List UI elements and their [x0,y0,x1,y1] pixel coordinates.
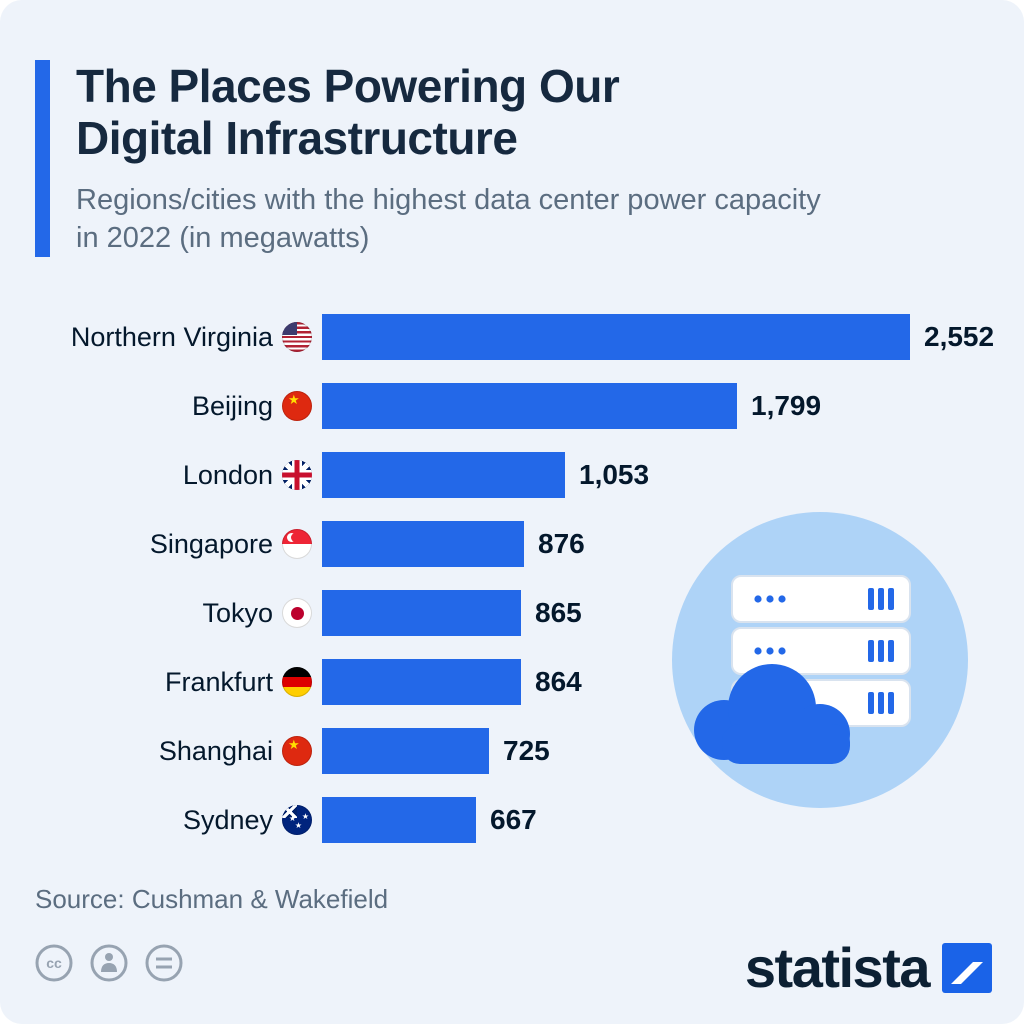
chart-row: Shanghai 725 [35,728,994,774]
value-bar [322,452,565,498]
subtitle-line-2: in 2022 (in megawatts) [76,222,370,255]
cloud-icon [694,664,850,764]
flag-cn-icon [282,736,312,766]
svg-text:cc: cc [46,955,62,971]
chart-row: Tokyo 865 [35,590,994,636]
value-label: 876 [538,528,585,559]
flag-de-icon [282,667,312,697]
data-center-illustration [672,512,968,808]
server-rack-icon [731,627,911,675]
flag-au-icon [282,805,312,835]
chart-row: Frankfurt 864 [35,659,994,705]
flag-us-icon [282,322,312,352]
value-label: 1,053 [579,459,650,490]
value-label: 667 [490,804,537,835]
bar-chart: Northern Virginia 2,552 Beijing 1,799 London… [35,314,994,866]
category-label: Tokyo [202,597,273,628]
value-label: 865 [535,597,582,628]
chart-row: London 1,053 [35,452,994,498]
title-line-1: The Places Powering Our [76,60,620,112]
chart-row: Singapore 876 [35,521,994,567]
flag-gb-icon [282,460,312,490]
value-bar [322,797,476,843]
value-label: 725 [503,735,550,766]
statista-logo: statista [745,935,992,1000]
subtitle-line-1: Regions/cities with the highest data cen… [76,183,821,216]
value-bar [322,728,489,774]
category-label: Sydney [182,804,273,835]
value-label: 1,799 [751,390,822,421]
chart-row: Sydney 667 [35,797,994,843]
category-label: London [182,459,273,490]
title-line-2: Digital Infrastructure [76,112,518,165]
value-label: 2,552 [924,321,995,352]
statista-logo-mark [942,942,992,993]
cc-icon: cc [35,944,73,982]
value-bar [322,659,521,705]
header-text: The Places Powering Our Digital Infrastr… [76,60,821,257]
category-label: Shanghai [158,735,273,766]
chart-row: Northern Virginia 2,552 [35,314,994,360]
page-title: The Places Powering Our Digital Infrastr… [76,60,821,165]
value-bar [322,521,524,567]
value-bar [322,383,737,429]
flag-cn-icon [282,391,312,421]
category-label: Northern Virginia [70,321,273,352]
chart-subtitle: Regions/cities with the highest data cen… [76,181,821,258]
attribution-person-icon [90,944,128,982]
category-label: Singapore [149,528,273,559]
chart-row: Beijing 1,799 [35,383,994,429]
flag-sg-icon [282,529,312,559]
category-label: Frankfurt [164,666,273,697]
equals-icon [145,944,183,982]
flag-jp-icon [282,598,312,628]
value-bar [322,314,910,360]
source-text: Source: Cushman & Wakefield [35,884,389,914]
header: The Places Powering Our Digital Infrastr… [35,60,821,258]
value-bar [322,590,521,636]
statista-wordmark: statista [744,936,931,999]
value-label: 864 [535,666,582,697]
license-icons: cc [33,942,185,984]
server-rack-icon [731,575,911,623]
category-label: Beijing [191,390,273,421]
title-accent-bar [35,60,50,258]
